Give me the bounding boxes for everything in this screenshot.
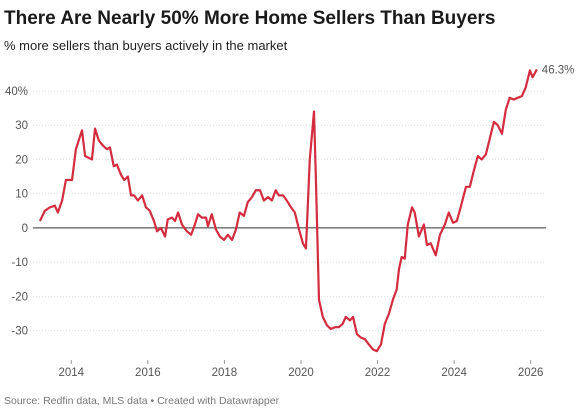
x-tick-label: 2018 [212, 367, 238, 379]
y-tick-label: 0 [22, 223, 28, 235]
y-tick-label: 30 [15, 120, 28, 132]
y-tick-label: 40% [5, 86, 28, 98]
x-tick-label: 2020 [288, 367, 314, 379]
y-tick-label: 20 [15, 154, 28, 166]
y-tick-label: -10 [11, 257, 28, 269]
y-tick-label: -30 [11, 326, 28, 338]
chart-title: There Are Nearly 50% More Home Sellers T… [4, 8, 495, 29]
x-tick-label: 2022 [365, 367, 391, 379]
series-line [38, 68, 538, 353]
chart-subtitle: % more sellers than buyers actively in t… [4, 38, 288, 53]
y-tick-label: -20 [11, 291, 28, 303]
y-tick-label: 10 [15, 189, 28, 201]
source-note: Source: Redfin data, MLS data • Created … [4, 395, 280, 407]
end-label: 46.3% [542, 64, 575, 76]
x-tick-label: 2016 [135, 367, 161, 379]
x-tick-label: 2024 [441, 367, 467, 379]
x-tick-label: 2014 [58, 367, 84, 379]
x-tick-label: 2026 [518, 367, 544, 379]
